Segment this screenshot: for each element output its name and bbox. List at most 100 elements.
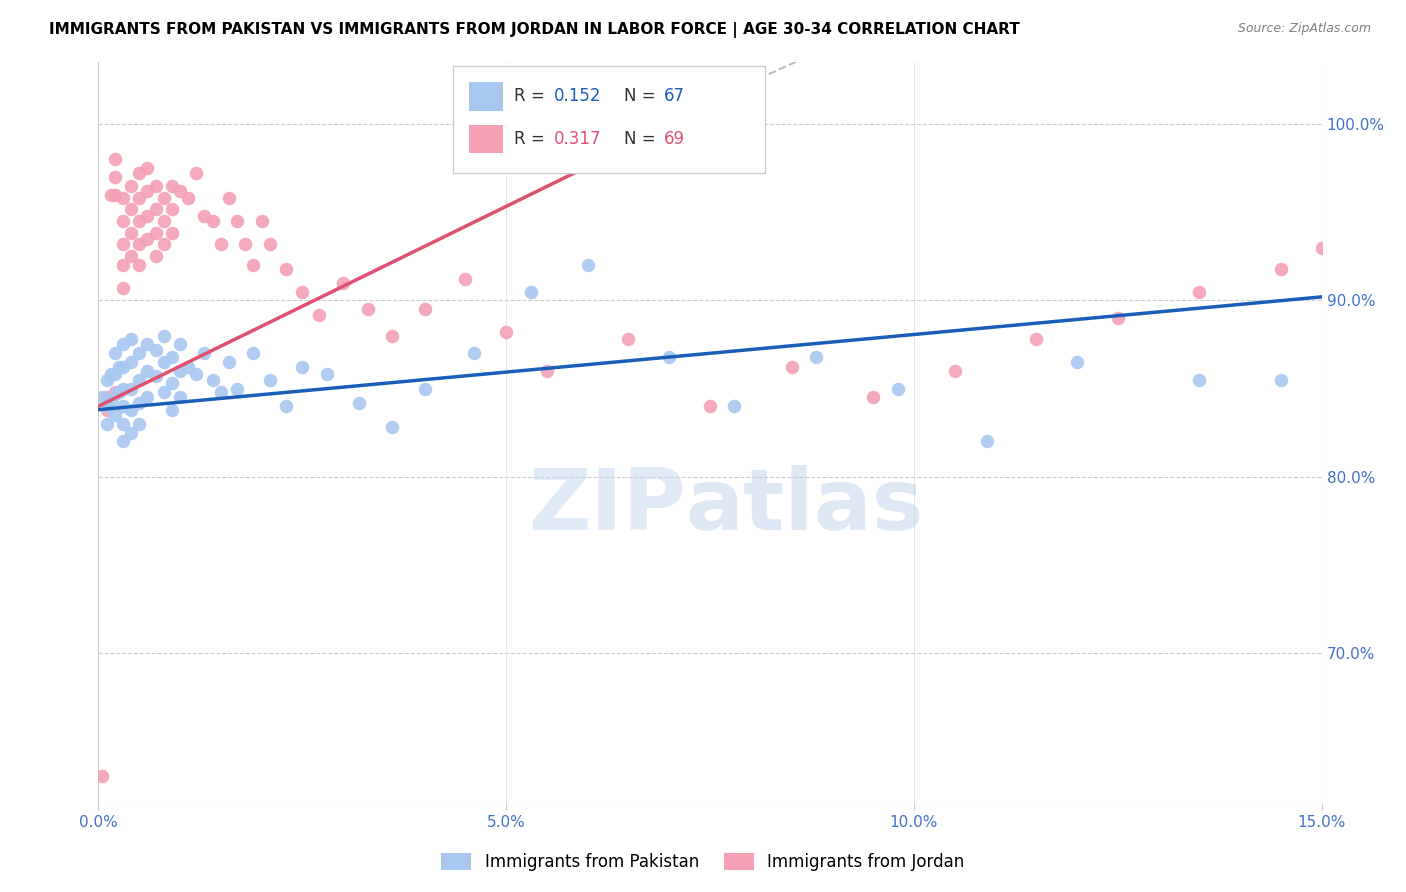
Point: [454, 272, 477, 286]
Point: [100, 187, 122, 202]
Point: [104, 187, 127, 202]
Point: [145, 202, 167, 216]
Text: R =: R =: [515, 87, 550, 105]
Text: R =: R =: [515, 129, 550, 148]
Point: [96, 399, 118, 413]
Point: [349, 395, 371, 409]
Point: [381, 420, 404, 434]
Point: [218, 355, 240, 369]
Text: 0.152: 0.152: [554, 87, 600, 105]
Point: [120, 332, 142, 346]
Point: [193, 346, 215, 360]
Point: [136, 337, 159, 351]
Point: [233, 237, 256, 252]
Point: [723, 399, 745, 413]
Point: [201, 373, 224, 387]
Point: [274, 399, 297, 413]
Point: [1025, 332, 1047, 346]
Point: [96, 417, 118, 431]
Point: [96, 373, 118, 387]
Point: [136, 161, 159, 176]
Point: [145, 178, 167, 193]
Text: 69: 69: [664, 129, 685, 148]
Text: IMMIGRANTS FROM PAKISTAN VS IMMIGRANTS FROM JORDAN IN LABOR FORCE | AGE 30-34 CO: IMMIGRANTS FROM PAKISTAN VS IMMIGRANTS F…: [49, 22, 1019, 38]
Point: [160, 350, 183, 364]
Point: [100, 393, 122, 408]
Point: [1188, 373, 1211, 387]
Point: [177, 360, 200, 375]
Point: [291, 285, 314, 299]
Point: [108, 385, 131, 400]
Point: [862, 390, 884, 404]
Point: [152, 214, 174, 228]
Point: [120, 202, 142, 216]
Point: [104, 169, 127, 184]
Point: [104, 346, 127, 360]
Point: [209, 237, 232, 252]
Point: [804, 350, 827, 364]
FancyBboxPatch shape: [470, 82, 503, 111]
Point: [160, 376, 183, 391]
Point: [218, 191, 240, 205]
Point: [136, 364, 159, 378]
Point: [186, 167, 208, 181]
Point: [576, 258, 599, 272]
Point: [226, 214, 249, 228]
Point: [111, 191, 134, 205]
Point: [136, 209, 159, 223]
Point: [120, 355, 142, 369]
Point: [259, 373, 281, 387]
Point: [1107, 311, 1129, 326]
Point: [111, 258, 134, 272]
Point: [128, 167, 150, 181]
Point: [152, 237, 174, 252]
Text: ZIP: ZIP: [527, 465, 686, 549]
Point: [160, 402, 183, 417]
Point: [160, 202, 183, 216]
Point: [1188, 285, 1211, 299]
Point: [356, 302, 378, 317]
Point: [259, 237, 281, 252]
Point: [250, 214, 273, 228]
Point: [976, 434, 998, 449]
Point: [169, 184, 191, 198]
Point: [381, 328, 404, 343]
Point: [169, 364, 191, 378]
Point: [145, 249, 167, 263]
Point: [1270, 373, 1292, 387]
Text: atlas: atlas: [686, 465, 924, 549]
Point: [111, 360, 134, 375]
Point: [1066, 355, 1088, 369]
Point: [242, 346, 264, 360]
Point: [111, 399, 134, 413]
Point: [658, 350, 681, 364]
Point: [413, 302, 436, 317]
Point: [145, 227, 167, 241]
Point: [120, 178, 142, 193]
Point: [242, 258, 264, 272]
Point: [120, 227, 142, 241]
Point: [91, 390, 114, 404]
Point: [152, 385, 174, 400]
Point: [201, 214, 224, 228]
Point: [111, 382, 134, 396]
Point: [413, 382, 436, 396]
Point: [145, 343, 167, 357]
Point: [169, 337, 191, 351]
Point: [100, 368, 122, 382]
Point: [152, 355, 174, 369]
Point: [1310, 240, 1333, 255]
Point: [1351, 214, 1374, 228]
Point: [145, 369, 167, 384]
Point: [91, 769, 114, 783]
Point: [152, 328, 174, 343]
Point: [111, 281, 134, 295]
Point: [120, 249, 142, 263]
Point: [315, 368, 337, 382]
Point: [1270, 261, 1292, 276]
Point: [120, 402, 142, 417]
Point: [96, 402, 118, 417]
Point: [104, 385, 127, 400]
Point: [177, 191, 200, 205]
Point: [108, 360, 131, 375]
